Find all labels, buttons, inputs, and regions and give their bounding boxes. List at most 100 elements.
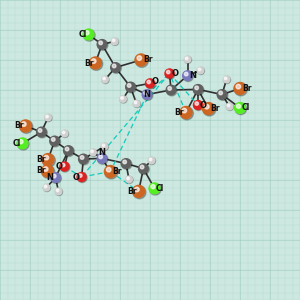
Circle shape xyxy=(91,150,93,153)
Circle shape xyxy=(62,131,65,134)
Circle shape xyxy=(51,138,55,141)
Text: O: O xyxy=(200,100,207,109)
Text: O: O xyxy=(56,162,63,171)
Text: Br: Br xyxy=(143,56,152,64)
Circle shape xyxy=(22,122,26,126)
Circle shape xyxy=(106,167,111,172)
Circle shape xyxy=(142,90,152,99)
Text: Cl: Cl xyxy=(79,30,87,39)
Circle shape xyxy=(202,103,214,115)
Circle shape xyxy=(127,177,129,180)
Circle shape xyxy=(103,77,105,80)
Circle shape xyxy=(122,159,132,169)
Circle shape xyxy=(166,85,176,95)
Circle shape xyxy=(126,82,135,92)
Circle shape xyxy=(180,107,194,120)
Circle shape xyxy=(112,39,115,42)
Circle shape xyxy=(51,173,62,184)
Circle shape xyxy=(147,80,151,84)
Circle shape xyxy=(45,114,51,121)
Circle shape xyxy=(111,38,118,45)
Circle shape xyxy=(195,102,199,105)
Circle shape xyxy=(126,176,133,184)
Circle shape xyxy=(194,101,203,110)
Text: Cl: Cl xyxy=(13,139,21,148)
Circle shape xyxy=(79,154,88,164)
Circle shape xyxy=(77,173,87,182)
Circle shape xyxy=(165,69,174,78)
Circle shape xyxy=(184,72,188,76)
Circle shape xyxy=(89,57,101,69)
Circle shape xyxy=(185,57,188,60)
Circle shape xyxy=(101,143,108,150)
Circle shape xyxy=(56,189,59,192)
Circle shape xyxy=(219,91,223,95)
Circle shape xyxy=(234,82,246,94)
Circle shape xyxy=(19,140,23,144)
Circle shape xyxy=(205,104,209,109)
Circle shape xyxy=(195,86,199,90)
Circle shape xyxy=(65,147,69,151)
Circle shape xyxy=(50,136,61,147)
Circle shape xyxy=(64,146,73,155)
Circle shape xyxy=(101,143,109,151)
Circle shape xyxy=(90,57,103,70)
Circle shape xyxy=(99,41,103,45)
Circle shape xyxy=(37,127,46,137)
Circle shape xyxy=(51,173,60,182)
Circle shape xyxy=(183,71,192,80)
Circle shape xyxy=(41,165,53,177)
Circle shape xyxy=(92,59,96,63)
Circle shape xyxy=(151,184,155,189)
Text: Br: Br xyxy=(127,187,137,196)
Circle shape xyxy=(42,154,54,166)
Circle shape xyxy=(43,184,50,191)
Circle shape xyxy=(111,63,122,74)
Circle shape xyxy=(226,103,234,111)
Text: Br: Br xyxy=(112,167,122,176)
Circle shape xyxy=(165,69,175,79)
Circle shape xyxy=(146,79,154,88)
Circle shape xyxy=(90,149,97,157)
Circle shape xyxy=(218,90,228,101)
Circle shape xyxy=(236,84,241,89)
Circle shape xyxy=(52,174,56,178)
Circle shape xyxy=(149,183,160,194)
Text: Br: Br xyxy=(242,84,251,93)
Circle shape xyxy=(61,130,68,137)
Circle shape xyxy=(102,76,109,84)
Circle shape xyxy=(144,91,148,95)
Text: O: O xyxy=(152,76,159,85)
Circle shape xyxy=(105,166,118,179)
Circle shape xyxy=(120,96,126,102)
Circle shape xyxy=(148,157,155,164)
Circle shape xyxy=(90,149,96,156)
Circle shape xyxy=(217,90,227,99)
Circle shape xyxy=(146,79,155,89)
Circle shape xyxy=(137,56,142,60)
Circle shape xyxy=(112,38,119,46)
Circle shape xyxy=(134,101,137,104)
Circle shape xyxy=(235,103,247,115)
Circle shape xyxy=(194,100,202,109)
Text: Br: Br xyxy=(175,108,184,117)
Circle shape xyxy=(44,167,48,171)
Circle shape xyxy=(194,85,204,95)
Circle shape xyxy=(224,76,231,84)
Circle shape xyxy=(182,108,187,113)
Text: Br: Br xyxy=(36,167,46,176)
Circle shape xyxy=(121,159,131,168)
Circle shape xyxy=(46,115,48,118)
Circle shape xyxy=(79,154,89,165)
Circle shape xyxy=(61,163,65,167)
Circle shape xyxy=(44,185,47,188)
Circle shape xyxy=(85,31,89,35)
Text: Cl: Cl xyxy=(156,184,164,193)
Circle shape xyxy=(149,158,152,161)
Circle shape xyxy=(102,76,108,83)
Circle shape xyxy=(180,106,192,119)
Circle shape xyxy=(198,68,201,71)
Circle shape xyxy=(235,103,245,113)
Circle shape xyxy=(135,187,139,192)
Text: N: N xyxy=(189,71,197,80)
